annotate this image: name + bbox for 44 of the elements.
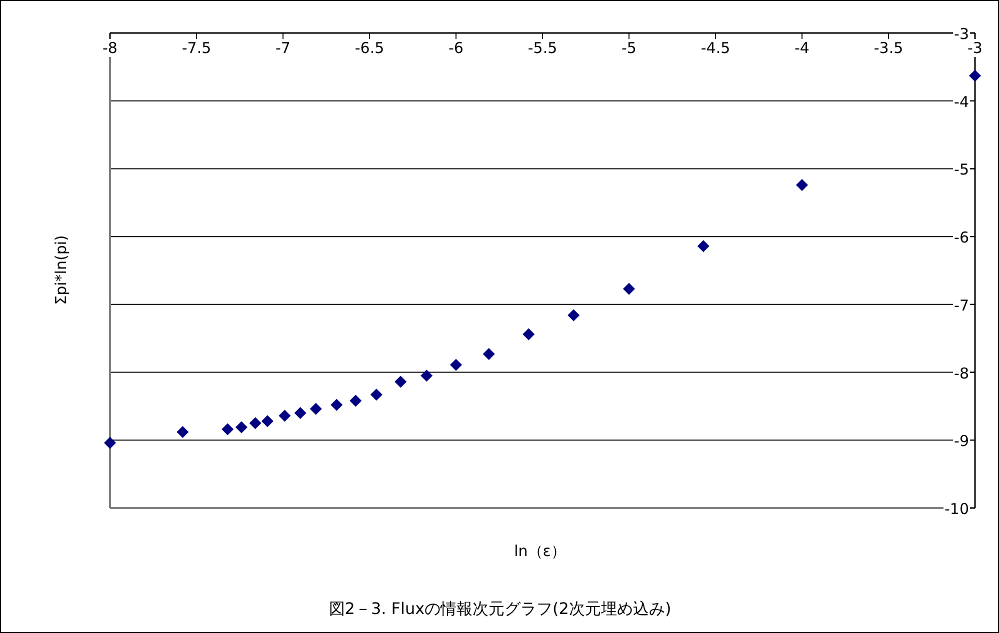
point xyxy=(969,70,981,82)
y-tick-label: -9 xyxy=(954,432,969,450)
y-tick-label: -3 xyxy=(954,25,969,43)
point xyxy=(350,394,362,407)
y-tick-label: -6 xyxy=(954,228,969,247)
x-tick-label: -3 xyxy=(968,39,982,57)
y-tick-label: -4 xyxy=(954,92,969,111)
point xyxy=(420,370,433,382)
x-tick-label: -7.5 xyxy=(182,39,212,57)
point xyxy=(222,423,234,436)
point xyxy=(249,417,262,430)
x-tick-label: -6 xyxy=(448,39,464,57)
x-tick-label: -7 xyxy=(276,39,290,57)
x-tick-label: -4.5 xyxy=(700,39,730,57)
point xyxy=(522,328,535,340)
y-tick-label: -10 xyxy=(944,500,969,518)
point xyxy=(294,407,306,419)
x-tick-label: -5 xyxy=(622,39,636,57)
x-tick-label: -3.5 xyxy=(874,39,904,57)
y-tick-label: -5 xyxy=(954,160,969,179)
y-tick-label: -8 xyxy=(954,364,969,382)
point xyxy=(330,398,343,411)
point xyxy=(568,309,580,322)
point xyxy=(370,388,382,401)
x-tick-label: -5.5 xyxy=(528,39,558,57)
point xyxy=(697,240,710,252)
point xyxy=(623,282,635,295)
point xyxy=(482,348,495,360)
point xyxy=(176,426,189,438)
x-axis-title: ln（ε） xyxy=(514,542,566,560)
point xyxy=(450,358,462,371)
x-tick-label: -8 xyxy=(102,39,118,57)
x-tick-label: -6.5 xyxy=(354,39,384,57)
y-axis-title: Σpi*ln(pi) xyxy=(52,235,70,305)
point xyxy=(235,421,248,434)
text: 図2－3. Fluxの情報次元グラフ(2次元埋め込み) xyxy=(328,599,672,618)
y-tick-label: -7 xyxy=(954,296,969,314)
point xyxy=(278,410,291,422)
point xyxy=(310,402,322,415)
x-tick-label: -4 xyxy=(794,39,810,57)
point xyxy=(394,376,407,388)
point xyxy=(104,436,116,449)
point xyxy=(261,415,274,428)
point xyxy=(796,179,808,191)
